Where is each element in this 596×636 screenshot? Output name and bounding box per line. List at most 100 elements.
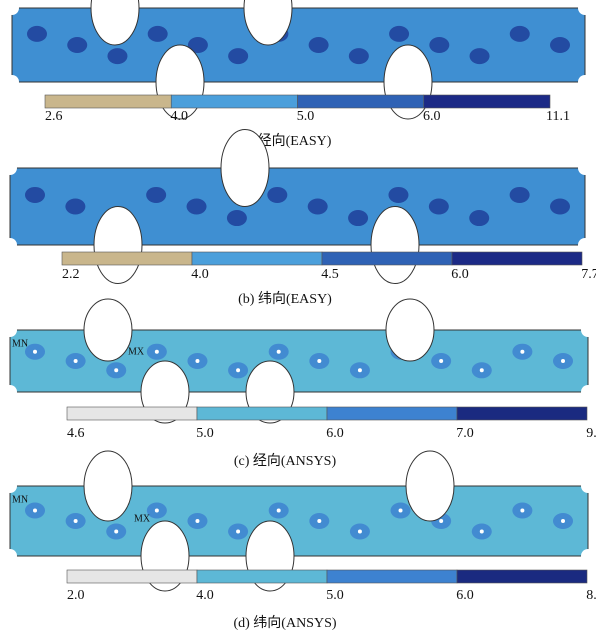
legend-segment bbox=[297, 94, 425, 109]
node-dot bbox=[357, 368, 362, 373]
legend-segment bbox=[326, 406, 458, 421]
corner-cut bbox=[5, 1, 19, 15]
notch bbox=[93, 206, 143, 284]
node-dot bbox=[439, 359, 444, 363]
notch bbox=[385, 298, 435, 362]
node-dot bbox=[154, 349, 159, 354]
contour-spot bbox=[429, 37, 450, 53]
legend-label: 4.5 bbox=[321, 267, 339, 282]
corner-cut bbox=[578, 238, 592, 252]
legend-label: 4.0 bbox=[191, 267, 209, 282]
panel: 2.2 4.0 4.5 6.0 7.7 (b) 纬向(EASY) bbox=[3, 129, 596, 307]
contour-spot bbox=[469, 48, 490, 65]
corner-cut bbox=[581, 479, 595, 493]
contour-spot bbox=[67, 37, 88, 53]
node-dot bbox=[73, 519, 78, 523]
node-dot bbox=[317, 359, 322, 363]
legend-segment bbox=[326, 569, 458, 584]
contour-spot bbox=[308, 37, 329, 53]
corner-cut bbox=[3, 238, 17, 252]
legend-label: 4.6 bbox=[67, 426, 85, 441]
contour-spot bbox=[146, 186, 167, 203]
annotation: MN bbox=[12, 338, 28, 349]
contour-spot bbox=[307, 198, 328, 215]
corner-cut bbox=[578, 161, 592, 175]
legend-segment bbox=[321, 251, 453, 266]
legend-segment bbox=[456, 569, 588, 584]
contour-spot bbox=[469, 210, 490, 227]
legend-label: 4.0 bbox=[171, 109, 189, 124]
legend-segment bbox=[61, 251, 193, 266]
annotation: MX bbox=[128, 346, 145, 357]
node-dot bbox=[276, 349, 281, 354]
node-dot bbox=[317, 519, 322, 523]
contour-spot bbox=[509, 186, 530, 203]
notch bbox=[90, 0, 140, 46]
contour-spot bbox=[389, 25, 410, 42]
contour-spot bbox=[25, 186, 45, 203]
node-dot bbox=[276, 508, 281, 513]
contour-spot bbox=[147, 25, 168, 42]
node-dot bbox=[195, 359, 200, 363]
contour-spot bbox=[107, 48, 128, 65]
legend-label: 4.0 bbox=[196, 588, 214, 603]
node-dot bbox=[114, 368, 119, 373]
node-dot bbox=[561, 519, 565, 523]
node-dot bbox=[520, 508, 525, 513]
legend-label: 5.0 bbox=[297, 109, 315, 124]
contour-spot bbox=[428, 198, 449, 215]
node-dot bbox=[236, 368, 241, 373]
corner-cut bbox=[3, 385, 17, 399]
contour-spot bbox=[186, 198, 207, 215]
contour-spot bbox=[27, 25, 47, 42]
panel: 2.6 4.0 5.0 6.0 11.1(a) 经向(EASY) bbox=[5, 0, 592, 149]
contour-spot bbox=[550, 37, 570, 53]
panel: MN MX 4.6 5.0 6.0 7.0 9.4 (c) 经向(ANSYS) bbox=[3, 298, 596, 469]
corner-cut bbox=[581, 549, 595, 563]
corner-cut bbox=[3, 549, 17, 563]
legend-segment bbox=[66, 406, 198, 421]
node-dot bbox=[154, 508, 159, 513]
contour-spot bbox=[228, 48, 249, 65]
notch bbox=[243, 0, 293, 46]
node-dot bbox=[73, 359, 78, 363]
node-dot bbox=[33, 349, 37, 354]
node-dot bbox=[561, 359, 565, 363]
legend-segment bbox=[456, 406, 588, 421]
notch bbox=[370, 206, 420, 284]
legend-label: 2.6 bbox=[45, 109, 63, 124]
panel: MN MX 2.0 4.0 5.0 6.0 8.8 (d) 纬向(ANSYS) bbox=[3, 450, 596, 631]
notch bbox=[405, 450, 455, 522]
legend-label: 5.0 bbox=[326, 588, 344, 603]
corner-cut bbox=[581, 385, 595, 399]
legend-label: 7.0 bbox=[456, 426, 474, 441]
notch bbox=[220, 129, 270, 207]
contour-spot bbox=[267, 186, 288, 203]
legend-label: 2.2 bbox=[62, 267, 80, 282]
corner-cut bbox=[3, 323, 17, 337]
node-dot bbox=[398, 508, 403, 513]
legend-label: 8.8 bbox=[586, 588, 596, 603]
contour-spot bbox=[187, 37, 208, 53]
node-dot bbox=[236, 529, 241, 534]
contour-spot bbox=[550, 198, 570, 215]
legend-label: 6.0 bbox=[451, 267, 469, 282]
legend-label: 9.4 bbox=[586, 426, 596, 441]
corner-cut bbox=[578, 75, 592, 89]
legend-label: 11.1 bbox=[546, 109, 570, 124]
contour-spot bbox=[348, 48, 369, 65]
node-dot bbox=[520, 349, 525, 354]
corner-cut bbox=[3, 479, 17, 493]
caption: (b) 纬向(EASY) bbox=[238, 291, 332, 307]
corner-cut bbox=[578, 1, 592, 15]
legend-label: 6.0 bbox=[423, 109, 441, 124]
caption: (d) 纬向(ANSYS) bbox=[233, 615, 336, 631]
legend-segment bbox=[170, 94, 298, 109]
legend-label: 6.0 bbox=[326, 426, 344, 441]
node-dot bbox=[357, 529, 362, 534]
legend-label: 7.7 bbox=[581, 267, 596, 282]
corner-cut bbox=[5, 75, 19, 89]
legend-segment bbox=[196, 406, 328, 421]
corner-cut bbox=[581, 323, 595, 337]
